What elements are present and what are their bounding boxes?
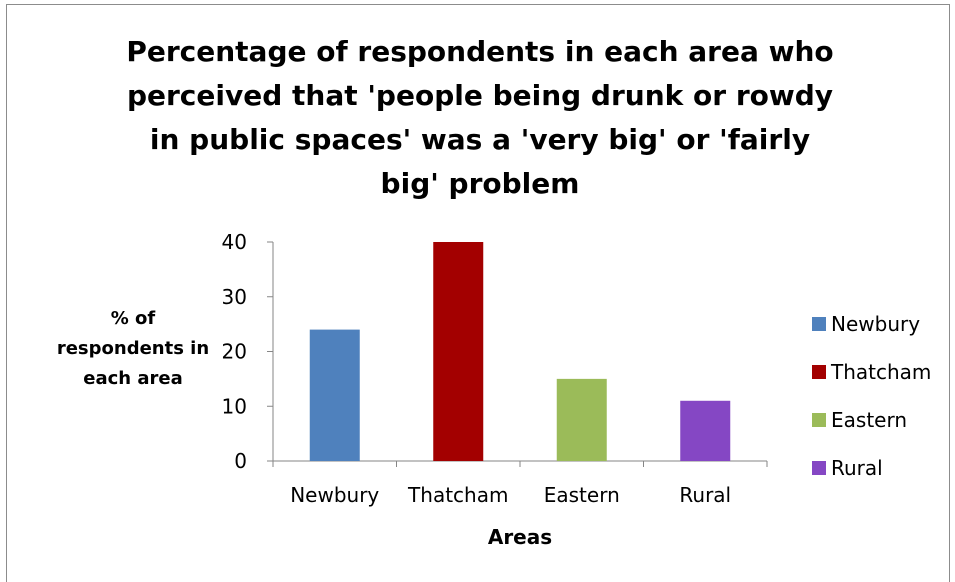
legend-swatch: [812, 365, 826, 379]
legend-label: Newbury: [831, 312, 920, 336]
legend: Newbury Thatcham Eastern Rural: [812, 312, 931, 480]
bars: [309, 242, 731, 461]
x-axis: Newbury Thatcham Eastern Rural: [272, 460, 768, 507]
legend-swatch: [812, 413, 826, 427]
x-axis-label: Areas: [488, 525, 552, 549]
y-tick-label: 0: [234, 449, 247, 473]
y-axis-label-line: each area: [83, 368, 182, 389]
y-tick-label: 30: [222, 285, 247, 309]
y-axis-label-line: respondents in: [57, 338, 209, 359]
y-tick-label: 20: [222, 340, 247, 364]
bar-rural: [680, 400, 731, 461]
x-tick-label: Newbury: [290, 483, 379, 507]
bar-thatcham: [433, 242, 484, 461]
legend-label: Thatcham: [830, 360, 931, 384]
y-axis: 0 10 20 30 40: [222, 230, 274, 473]
y-tick-label: 40: [222, 230, 247, 254]
y-axis-label-line: % of: [111, 308, 156, 329]
x-tick-label: Eastern: [544, 483, 620, 507]
y-axis-label: % of respondents in each area: [57, 308, 209, 389]
x-tick-label: Thatcham: [407, 483, 508, 507]
legend-label: Rural: [831, 456, 883, 480]
legend-swatch: [812, 317, 826, 331]
chart-title: Percentage of respondents in each area w…: [126, 35, 834, 200]
bar-eastern: [556, 378, 607, 461]
x-tick-label: Rural: [679, 483, 731, 507]
legend-swatch: [812, 461, 826, 475]
bar-newbury: [309, 329, 360, 461]
legend-label: Eastern: [831, 408, 907, 432]
y-tick-label: 10: [222, 394, 247, 418]
